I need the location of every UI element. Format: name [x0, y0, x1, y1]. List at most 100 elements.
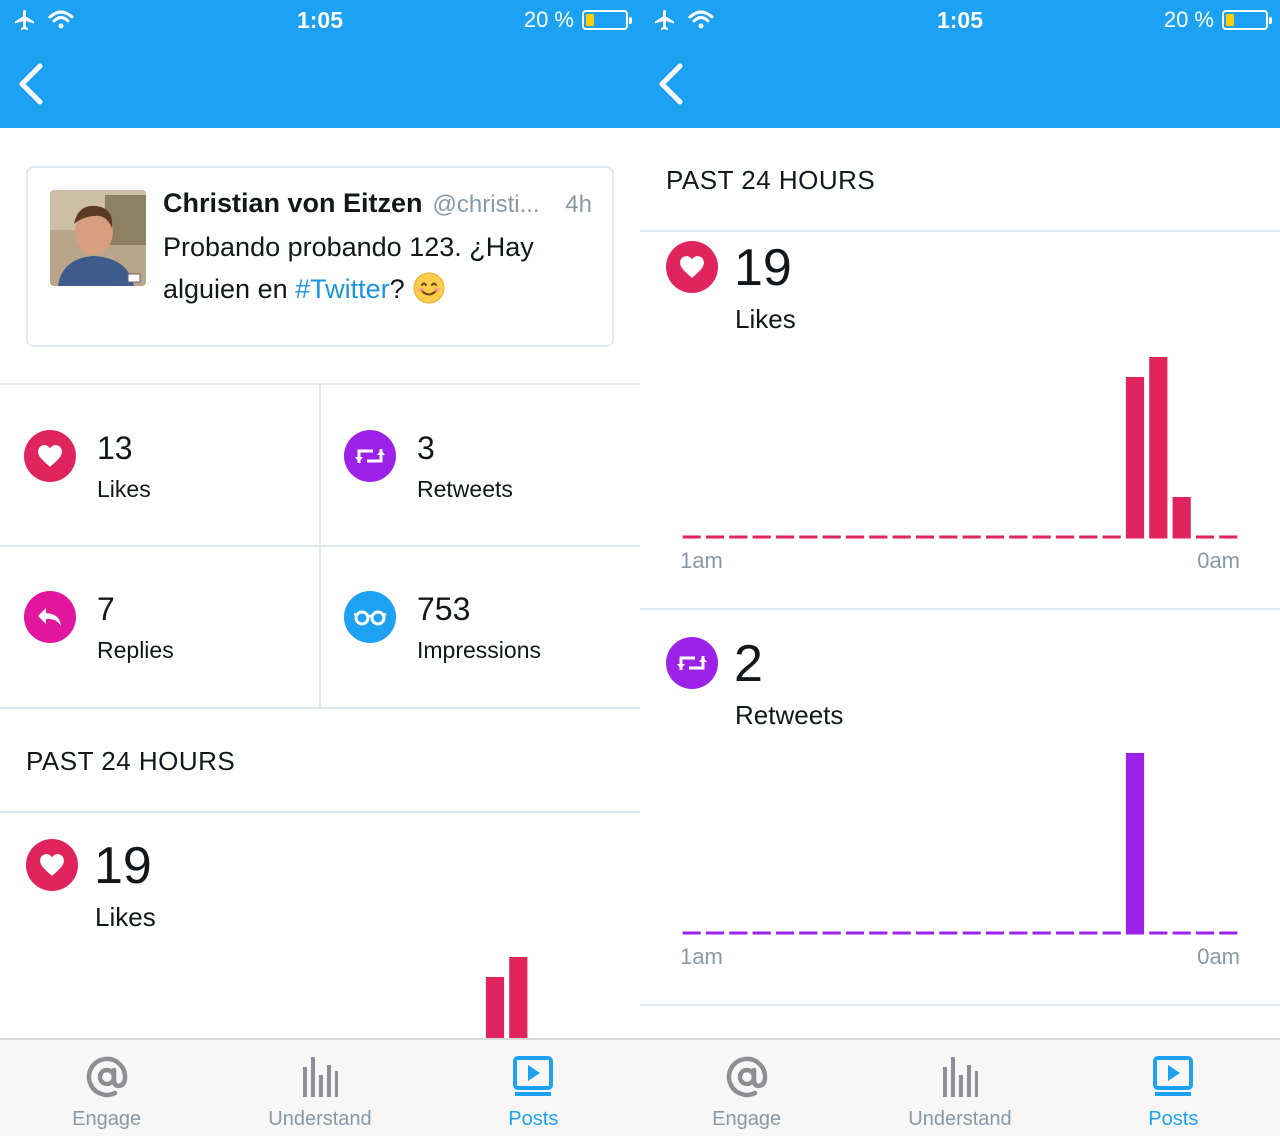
heart-icon: [26, 839, 78, 891]
divider: [640, 1004, 1280, 1006]
tab-understand-label: Understand: [268, 1108, 372, 1130]
chart-baseline-dash: [775, 535, 795, 539]
navigation-bar: 1:05 20 %: [640, 0, 1280, 128]
chart-baseline-dash: [1195, 535, 1215, 539]
metric-likes[interactable]: 13 Likes: [0, 385, 320, 545]
author-name[interactable]: Christian von Eitzen: [163, 188, 423, 218]
post-detail-screen: 1:05 20 % Christian von Eitzen @christi.…: [0, 0, 640, 1136]
chart-bar: [1125, 377, 1145, 539]
chart-bar: [1172, 497, 1191, 539]
battery-icon: [1222, 10, 1272, 30]
likes-label: Likes: [97, 476, 151, 502]
chart-baseline-dash: [1195, 931, 1215, 935]
chart-baseline-dash: [705, 931, 725, 935]
tab-understand[interactable]: Understand: [853, 1040, 1066, 1136]
section-title: PAST 24 HOURS: [666, 165, 876, 195]
tab-engage[interactable]: Engage: [640, 1040, 853, 1136]
chart-baseline-dash: [915, 931, 935, 935]
avatar[interactable]: [50, 190, 146, 286]
chart-baseline-dash: [1009, 931, 1028, 935]
divider: [640, 608, 1280, 610]
chevron-left-icon: [19, 63, 43, 105]
retweets-24h-label: Retweets: [735, 700, 844, 730]
battery-level: [586, 14, 594, 26]
glasses-icon: [344, 591, 396, 643]
chart-baseline-dash: [1079, 931, 1098, 935]
tab-posts[interactable]: Posts: [427, 1040, 640, 1136]
battery-percent: 20 %: [523, 7, 574, 32]
chart-baseline-dash: [822, 931, 841, 935]
metric-impressions[interactable]: 753 Impressions: [320, 546, 640, 706]
tab-posts[interactable]: Posts: [1067, 1040, 1280, 1136]
heart-icon: [666, 241, 718, 293]
chart-baseline-dash: [1079, 535, 1098, 539]
battery-level: [1226, 14, 1234, 26]
heart-icon: [24, 430, 76, 482]
chart-baseline-dash: [962, 931, 981, 935]
tab-posts-label: Posts: [508, 1108, 559, 1130]
bar-chart-icon: [302, 1057, 338, 1097]
chart-baseline-dash: [752, 535, 771, 539]
tweet-card[interactable]: Christian von Eitzen @christi... 4h Prob…: [26, 166, 614, 347]
chart-baseline-dash: [985, 931, 1005, 935]
chart-baseline-dash: [1102, 931, 1121, 935]
tab-bar: Engage Understand Posts: [640, 1038, 1280, 1136]
status-icons: [12, 8, 74, 32]
x-axis-tick-label: 1am: [680, 548, 723, 573]
chart-baseline-dash: [892, 931, 911, 935]
at-sign-icon: [726, 1056, 767, 1098]
play-icon: [1153, 1056, 1194, 1096]
post-detail-screen-scrolled: 1:05 20 % PAST 24 HOURS 19 Likes 1am 0am …: [640, 0, 1280, 1136]
divider: [0, 707, 640, 709]
status-time: 1:05: [296, 7, 344, 33]
section-title: PAST 24 HOURS: [26, 746, 236, 776]
tweet-text: Probando probando 123. ¿Hay alguien en #…: [163, 226, 593, 310]
tab-engage[interactable]: Engage: [0, 1040, 213, 1136]
tab-understand[interactable]: Understand: [213, 1040, 426, 1136]
chart-baseline-dash: [845, 535, 865, 539]
x-axis-tick-label: 0am: [1197, 548, 1240, 573]
chart-baseline-dash: [892, 535, 911, 539]
tab-understand-label: Understand: [908, 1108, 1012, 1130]
tab-engage-label: Engage: [72, 1108, 142, 1130]
chart-baseline-dash: [915, 535, 935, 539]
likes-chart: 1am 0am: [680, 357, 1240, 573]
status-time: 1:05: [936, 7, 984, 33]
chart-baseline-dash: [1102, 535, 1121, 539]
wifi-icon: [48, 10, 74, 29]
chart-baseline-dash: [705, 535, 725, 539]
tweet-text-body: Probando probando 123. ¿Hay alguien en: [163, 232, 534, 304]
retweet-icon: [666, 637, 718, 689]
chart-baseline-dash: [1055, 535, 1075, 539]
chart-baseline-dash: [1009, 535, 1028, 539]
chart-baseline-dash: [799, 931, 818, 935]
replies-label: Replies: [97, 637, 174, 663]
chart-baseline-dash: [939, 931, 958, 935]
chart-baseline-dash: [822, 535, 841, 539]
metric-retweets[interactable]: 3 Retweets: [320, 385, 640, 545]
retweet-icon: [344, 430, 396, 482]
back-button[interactable]: [654, 60, 694, 108]
x-axis-tick-label: 1am: [680, 944, 723, 969]
chart-baseline-dash: [939, 535, 958, 539]
reply-icon: [24, 591, 76, 643]
chart-baseline-dash: [1172, 931, 1191, 935]
retweets-chart: 1am 0am: [680, 753, 1240, 969]
replies-count: 7: [97, 591, 115, 627]
likes-24h-label: Likes: [95, 902, 156, 932]
battery-status: 20 %: [1164, 7, 1272, 33]
smiling-face-emoji-icon: [413, 272, 445, 304]
status-icons: [652, 8, 714, 32]
chart-baseline-dash: [752, 931, 771, 935]
bar-chart-icon: [942, 1057, 978, 1097]
back-button[interactable]: [14, 60, 54, 108]
author-handle[interactable]: @christi...: [432, 191, 540, 218]
tab-bar: Engage Understand Posts: [0, 1038, 640, 1136]
chart-baseline-dash: [1032, 931, 1051, 935]
chart-baseline-dash: [775, 931, 795, 935]
metric-replies[interactable]: 7 Replies: [0, 546, 320, 706]
tab-engage-label: Engage: [712, 1108, 782, 1130]
hashtag-link[interactable]: #Twitter: [295, 274, 390, 304]
likes-24h-count: 19: [94, 837, 152, 895]
impressions-count: 753: [417, 591, 471, 627]
